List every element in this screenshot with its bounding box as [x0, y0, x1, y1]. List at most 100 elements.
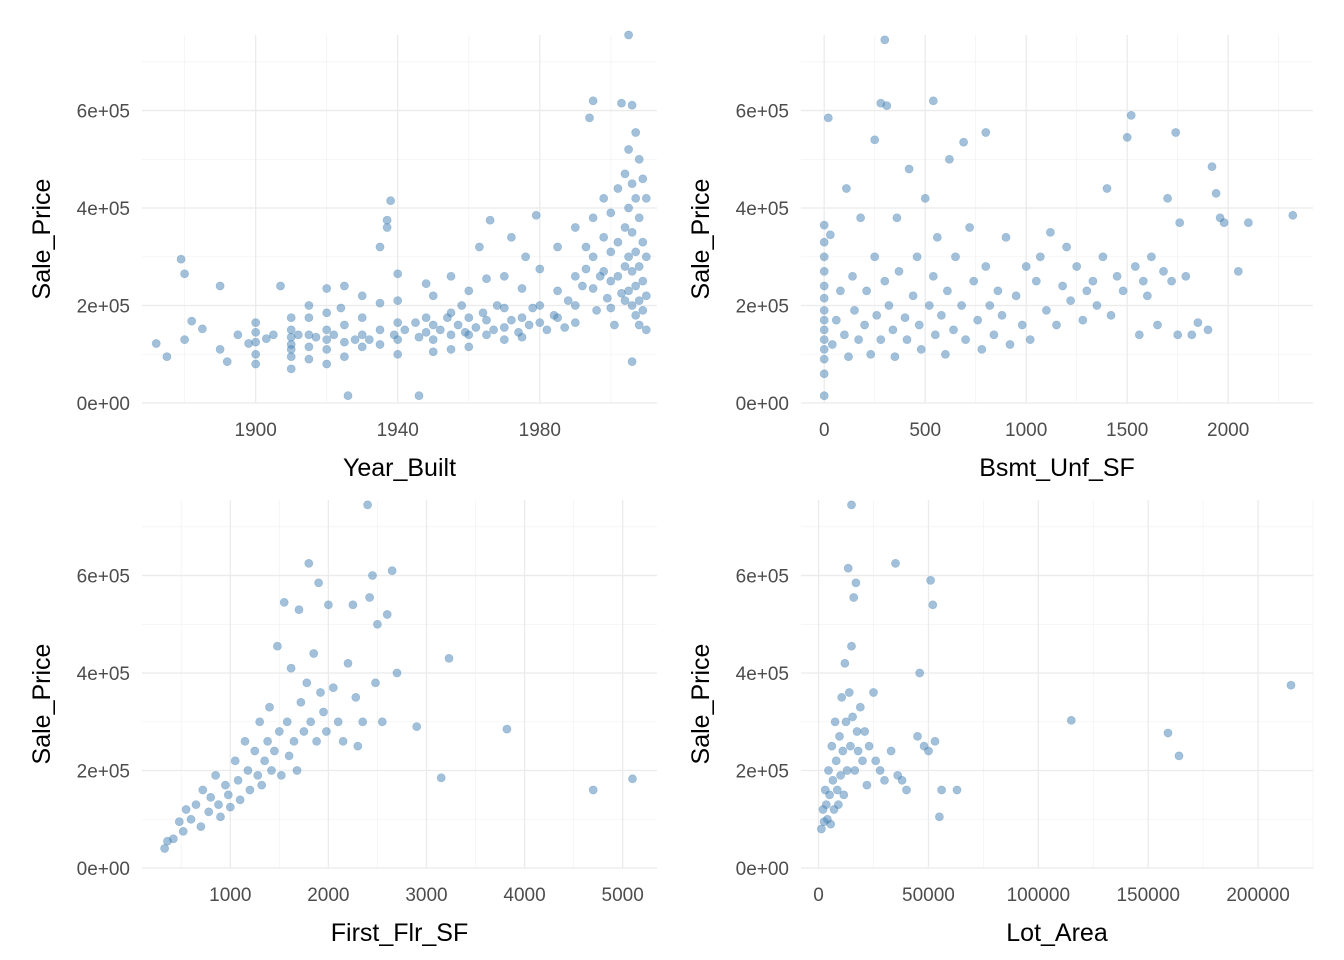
data-point — [444, 654, 454, 663]
data-point — [1193, 318, 1203, 327]
data-point — [446, 271, 456, 281]
data-point — [819, 252, 829, 262]
data-point — [819, 293, 829, 303]
data-point — [286, 663, 296, 673]
data-point — [446, 308, 456, 318]
data-point — [856, 213, 865, 223]
data-point — [245, 785, 255, 795]
data-point — [482, 330, 491, 340]
data-point — [840, 658, 850, 668]
data-point — [624, 252, 633, 262]
data-point — [482, 315, 491, 325]
data-point — [641, 193, 651, 203]
data-point — [989, 330, 999, 340]
data-point — [914, 320, 924, 330]
data-point — [870, 135, 880, 145]
data-point — [339, 320, 349, 330]
x-tick-label: 200000 — [1226, 885, 1289, 906]
x-tick-label: 4000 — [503, 885, 545, 906]
data-point — [892, 213, 902, 223]
data-point — [293, 330, 303, 340]
data-point — [535, 301, 545, 310]
panel-lot-area: 0e+00 2e+05 4e+05 6e+05 0 50000 100000 150000 2… — [687, 500, 1314, 947]
data-point — [961, 335, 970, 344]
data-point — [848, 712, 857, 722]
data-point — [276, 771, 286, 780]
data-point — [871, 756, 881, 766]
data-point — [641, 252, 651, 262]
data-point — [588, 785, 598, 795]
data-point — [457, 301, 467, 310]
data-point — [977, 344, 987, 354]
data-point — [251, 327, 261, 337]
data-point — [255, 717, 265, 727]
data-point — [631, 310, 641, 320]
data-point — [852, 727, 862, 736]
data-point — [819, 315, 829, 325]
data-point — [854, 335, 863, 344]
data-point — [935, 812, 944, 822]
data-point — [825, 790, 834, 800]
data-point — [844, 352, 853, 362]
data-point — [464, 330, 474, 340]
data-point — [1021, 262, 1031, 271]
data-point — [286, 364, 296, 374]
data-point — [191, 800, 201, 809]
data-point — [338, 736, 348, 746]
x-tick-label: 5000 — [602, 885, 644, 906]
data-point — [973, 315, 983, 325]
data-point — [1017, 320, 1027, 330]
data-point — [553, 313, 562, 323]
data-point — [606, 247, 616, 257]
data-point — [957, 301, 966, 310]
data-point — [1159, 266, 1168, 276]
data-point — [631, 281, 641, 291]
data-point — [634, 296, 644, 305]
data-point — [1042, 305, 1051, 315]
data-point — [831, 315, 841, 325]
data-point — [853, 746, 863, 756]
data-point — [624, 203, 633, 213]
data-point — [363, 500, 372, 510]
data-point — [634, 213, 644, 223]
data-point — [421, 313, 431, 323]
data-point — [969, 276, 979, 286]
data-point — [826, 819, 836, 829]
data-point — [506, 315, 516, 325]
data-point — [876, 335, 886, 344]
data-point — [836, 286, 845, 296]
data-point — [930, 736, 940, 746]
data-point — [1122, 132, 1132, 142]
x-tick-label: 50000 — [902, 885, 955, 906]
data-point — [902, 335, 912, 344]
data-point — [835, 732, 844, 741]
data-point — [847, 641, 856, 651]
data-point — [382, 223, 392, 232]
data-point — [592, 305, 601, 315]
data-point — [1147, 252, 1156, 262]
data-point — [860, 727, 870, 736]
y-tick-label: 6e+05 — [77, 567, 130, 588]
data-point — [314, 578, 323, 588]
data-point — [272, 641, 282, 651]
data-point — [535, 318, 545, 327]
data-point — [535, 264, 545, 274]
data-point — [872, 310, 882, 320]
data-point — [348, 600, 358, 610]
y-tick-label: 0e+00 — [736, 394, 789, 415]
data-point — [866, 349, 876, 359]
data-point — [945, 154, 954, 164]
y-tick-label: 6e+05 — [77, 102, 130, 123]
data-point — [624, 286, 633, 296]
data-point — [251, 359, 261, 369]
data-point — [570, 271, 580, 281]
data-point — [428, 347, 438, 357]
data-point — [1219, 218, 1229, 228]
data-point — [1066, 715, 1076, 725]
data-point — [1244, 218, 1253, 228]
data-point — [912, 252, 922, 262]
x-tick-label: 1940 — [377, 420, 419, 441]
data-point — [838, 746, 848, 756]
data-point — [233, 330, 243, 340]
data-point — [884, 301, 894, 310]
